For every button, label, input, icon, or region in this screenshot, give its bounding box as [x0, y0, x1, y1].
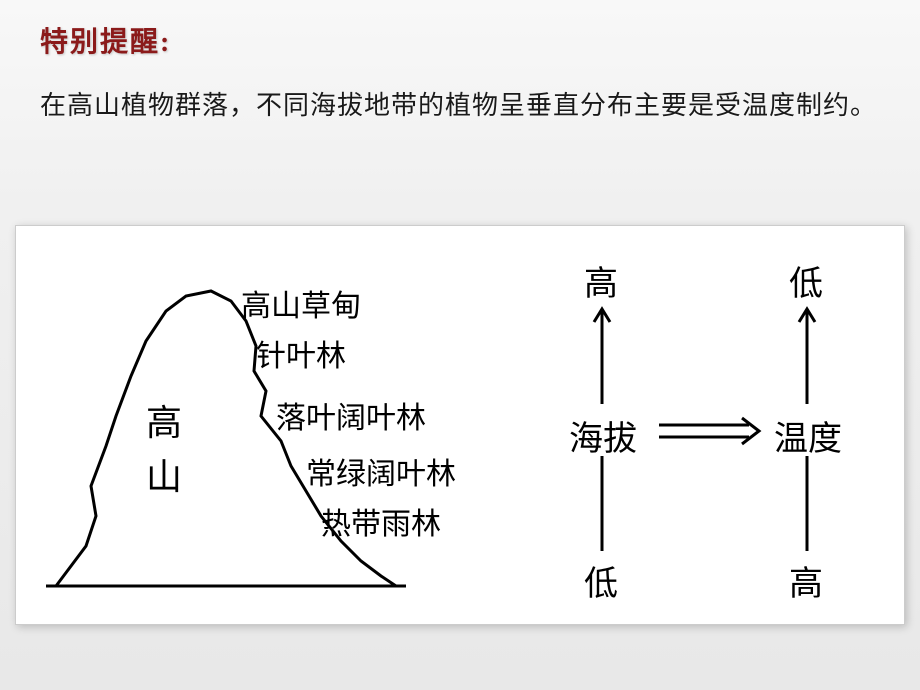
zone-alpine-meadow: 高山草甸 — [241, 281, 361, 325]
mountain-char-1: 高 — [146, 396, 182, 450]
altitude-top-label: 高 — [584, 256, 618, 305]
temp-bottom-label: 高 — [789, 556, 823, 605]
altitude-center-label: 海拔 — [569, 411, 637, 460]
altitude-bottom-label: 低 — [584, 556, 618, 605]
mountain-label: 高 山 — [146, 396, 182, 504]
zone-deciduous-broadleaf: 落叶阔叶林 — [276, 393, 426, 437]
reminder-title: 特别提醒: — [40, 20, 880, 60]
temp-down-line-icon — [797, 456, 817, 556]
implies-arrow-icon — [654, 416, 764, 446]
relation-diagram: 高 海拔 低 低 温度 高 — [534, 256, 874, 596]
diagram-container: 高 山 高山草甸 针叶林 落叶阔叶林 常绿阔叶林 热带雨林 高 海拔 低 低 温… — [15, 225, 905, 625]
zone-coniferous: 针叶林 — [256, 331, 346, 375]
header-section: 特别提醒: — [0, 0, 920, 70]
zone-tropical-rainforest: 热带雨林 — [321, 499, 441, 543]
zone-evergreen-broadleaf: 常绿阔叶林 — [306, 449, 456, 493]
description-text: 在高山植物群落，不同海拔地带的植物呈垂直分布主要是受温度制约。 — [0, 70, 920, 147]
temp-center-label: 温度 — [774, 411, 842, 460]
altitude-down-line-icon — [592, 456, 612, 556]
altitude-up-arrow-icon — [592, 304, 612, 404]
temp-top-label: 低 — [789, 256, 823, 305]
mountain-char-2: 山 — [146, 450, 182, 504]
temp-up-arrow-icon — [797, 304, 817, 404]
